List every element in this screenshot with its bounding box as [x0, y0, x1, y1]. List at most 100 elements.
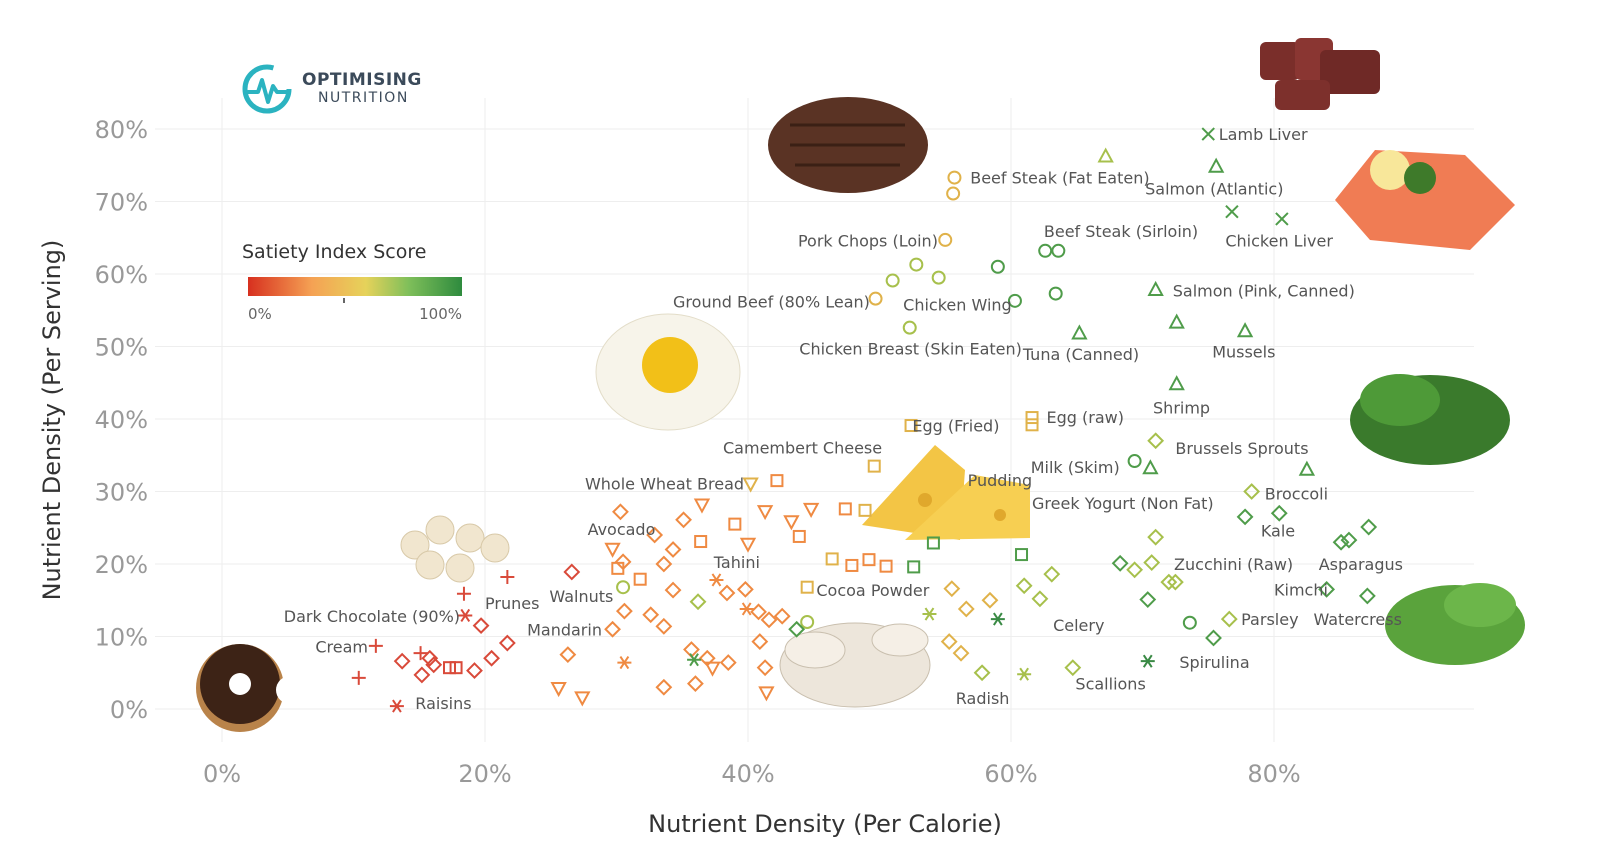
legend-min-label: 0%: [248, 305, 272, 323]
data-point: [1025, 411, 1039, 425]
x-tick-label: 80%: [1247, 760, 1300, 788]
data-point: [615, 602, 633, 620]
point-label: Ground Beef (80% Lean): [673, 293, 870, 312]
macadamia-illustration: [400, 515, 510, 583]
legend-title: Satiety Index Score: [242, 241, 426, 263]
point-label: Greek Yogurt (Non Fat): [1032, 494, 1214, 513]
data-point: [472, 617, 490, 635]
point-label: Zucchini (Raw): [1174, 555, 1293, 574]
x-tick-label: 60%: [984, 760, 1037, 788]
data-point: [675, 511, 692, 529]
data-point: [413, 646, 428, 661]
data-point: [862, 553, 876, 567]
data-point: [922, 607, 937, 621]
point-label: Cream: [315, 638, 368, 657]
y-tick-label: 70%: [95, 189, 148, 217]
point-label: Walnuts: [549, 587, 613, 606]
data-point: [952, 644, 970, 662]
data-point: [1220, 610, 1238, 628]
data-point: [879, 559, 893, 573]
data-point: [1236, 508, 1254, 526]
y-axis-label: Nutrient Density (Per Serving): [38, 240, 66, 601]
data-point: [389, 699, 404, 713]
data-point: [1275, 212, 1289, 226]
data-point: [1048, 286, 1063, 301]
x-tick-labels: 0% 20% 40% 60% 80%: [203, 760, 1301, 788]
data-point: [425, 656, 443, 674]
data-point: [885, 273, 900, 288]
data-point: [1147, 280, 1164, 296]
data-point: [773, 607, 791, 625]
data-point: [612, 503, 629, 521]
data-point: [413, 666, 431, 684]
legend-gradient-bar: [248, 277, 462, 296]
data-point: [574, 691, 591, 707]
y-tick-label: 60%: [95, 261, 148, 289]
donut-illustration: [196, 644, 304, 732]
data-point: [973, 664, 991, 682]
data-point: [1207, 157, 1225, 173]
data-point: [1139, 591, 1157, 608]
data-point: [802, 502, 820, 518]
point-label: Tahini: [713, 553, 760, 572]
point-label: Avocado: [588, 520, 656, 539]
point-label: Chicken Breast (Skin Eaten): [799, 340, 1022, 359]
data-point: [709, 573, 724, 587]
data-point: [990, 259, 1005, 274]
x-tick-label: 20%: [458, 760, 511, 788]
point-label: Tuna (Canned): [1022, 345, 1139, 364]
salmon-illustration: [1335, 150, 1515, 250]
data-point: [760, 611, 778, 629]
data-point: [788, 620, 806, 638]
brand-line-2: NUTRITION: [318, 90, 409, 106]
data-point: [1160, 573, 1178, 591]
data-point: [1143, 554, 1161, 571]
data-point: [664, 541, 682, 558]
data-point: [351, 670, 366, 685]
data-point: [1051, 243, 1066, 258]
data-point: [686, 675, 704, 693]
data-point: [1126, 561, 1144, 579]
point-label: Camembert Cheese: [723, 438, 882, 457]
y-tick-label: 50%: [95, 334, 148, 362]
data-point: [742, 477, 759, 493]
y-tick-labels: 0% 10% 20% 30% 40% 50% 60% 70% 80%: [95, 116, 148, 724]
data-point: [800, 615, 815, 629]
data-point: [559, 646, 577, 664]
data-point: [694, 535, 708, 549]
point-label: Asparagus: [1319, 555, 1403, 574]
data-point: [616, 580, 631, 595]
data-point: [868, 291, 883, 306]
point-label: Chicken Wing: [903, 295, 1012, 314]
data-point: [604, 542, 621, 558]
data-point: [449, 661, 463, 675]
data-point: [1015, 548, 1029, 562]
data-point: [421, 649, 439, 667]
data-point: [466, 662, 483, 679]
point-label: Prunes: [485, 594, 539, 613]
data-point: [907, 560, 921, 574]
point-label: Mandarin: [527, 620, 602, 639]
data-point: [1043, 565, 1061, 583]
point-label: Salmon (Atlantic): [1145, 179, 1283, 198]
data-point: [1166, 573, 1184, 591]
data-point: [943, 580, 961, 598]
gridlines: [155, 98, 1474, 742]
data-point: [990, 612, 1005, 626]
data-point: [456, 586, 471, 601]
data-point: [1358, 587, 1376, 605]
point-label: Milk (Skim): [1031, 458, 1120, 477]
liver-illustration: [1260, 38, 1380, 110]
data-point: [719, 654, 737, 672]
data-point: [1168, 313, 1185, 329]
point-label: Beef Steak (Fat Eaten): [970, 169, 1149, 188]
data-point: [1127, 454, 1142, 469]
data-point: [938, 232, 953, 247]
data-point: [664, 581, 682, 599]
data-point: [687, 653, 702, 667]
data-point: [931, 270, 946, 285]
data-points: [351, 127, 1378, 713]
data-point: [792, 529, 806, 543]
